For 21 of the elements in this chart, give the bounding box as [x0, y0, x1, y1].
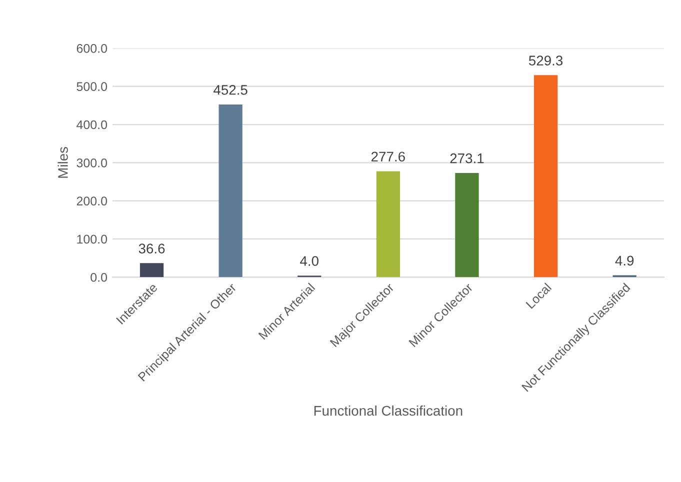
x-axis-title: Functional Classification — [314, 406, 462, 416]
y-tick-label: 400.0 — [76, 120, 108, 130]
bar — [218, 104, 242, 278]
bar — [534, 75, 558, 278]
bar — [140, 263, 164, 278]
data-label: 273.1 — [450, 153, 484, 164]
bar — [376, 171, 400, 278]
data-label: 529.3 — [528, 56, 563, 66]
y-tick-label: 100.0 — [77, 234, 108, 244]
data-label: 452.5 — [214, 84, 248, 95]
data-label: 4.9 — [615, 256, 634, 266]
data-label: 4.0 — [300, 256, 318, 266]
y-tick-label: 600.0 — [76, 44, 108, 53]
y-tick-label: 500.0 — [76, 82, 108, 92]
data-label: 277.6 — [371, 152, 405, 162]
y-axis-title: Miles — [58, 146, 68, 178]
data-label: 36.6 — [138, 244, 165, 254]
bar — [455, 172, 479, 278]
y-tick-label: 0.0 — [90, 272, 108, 282]
y-tick-label: 200.0 — [76, 196, 108, 206]
y-tick-label: 300.0 — [76, 158, 108, 168]
